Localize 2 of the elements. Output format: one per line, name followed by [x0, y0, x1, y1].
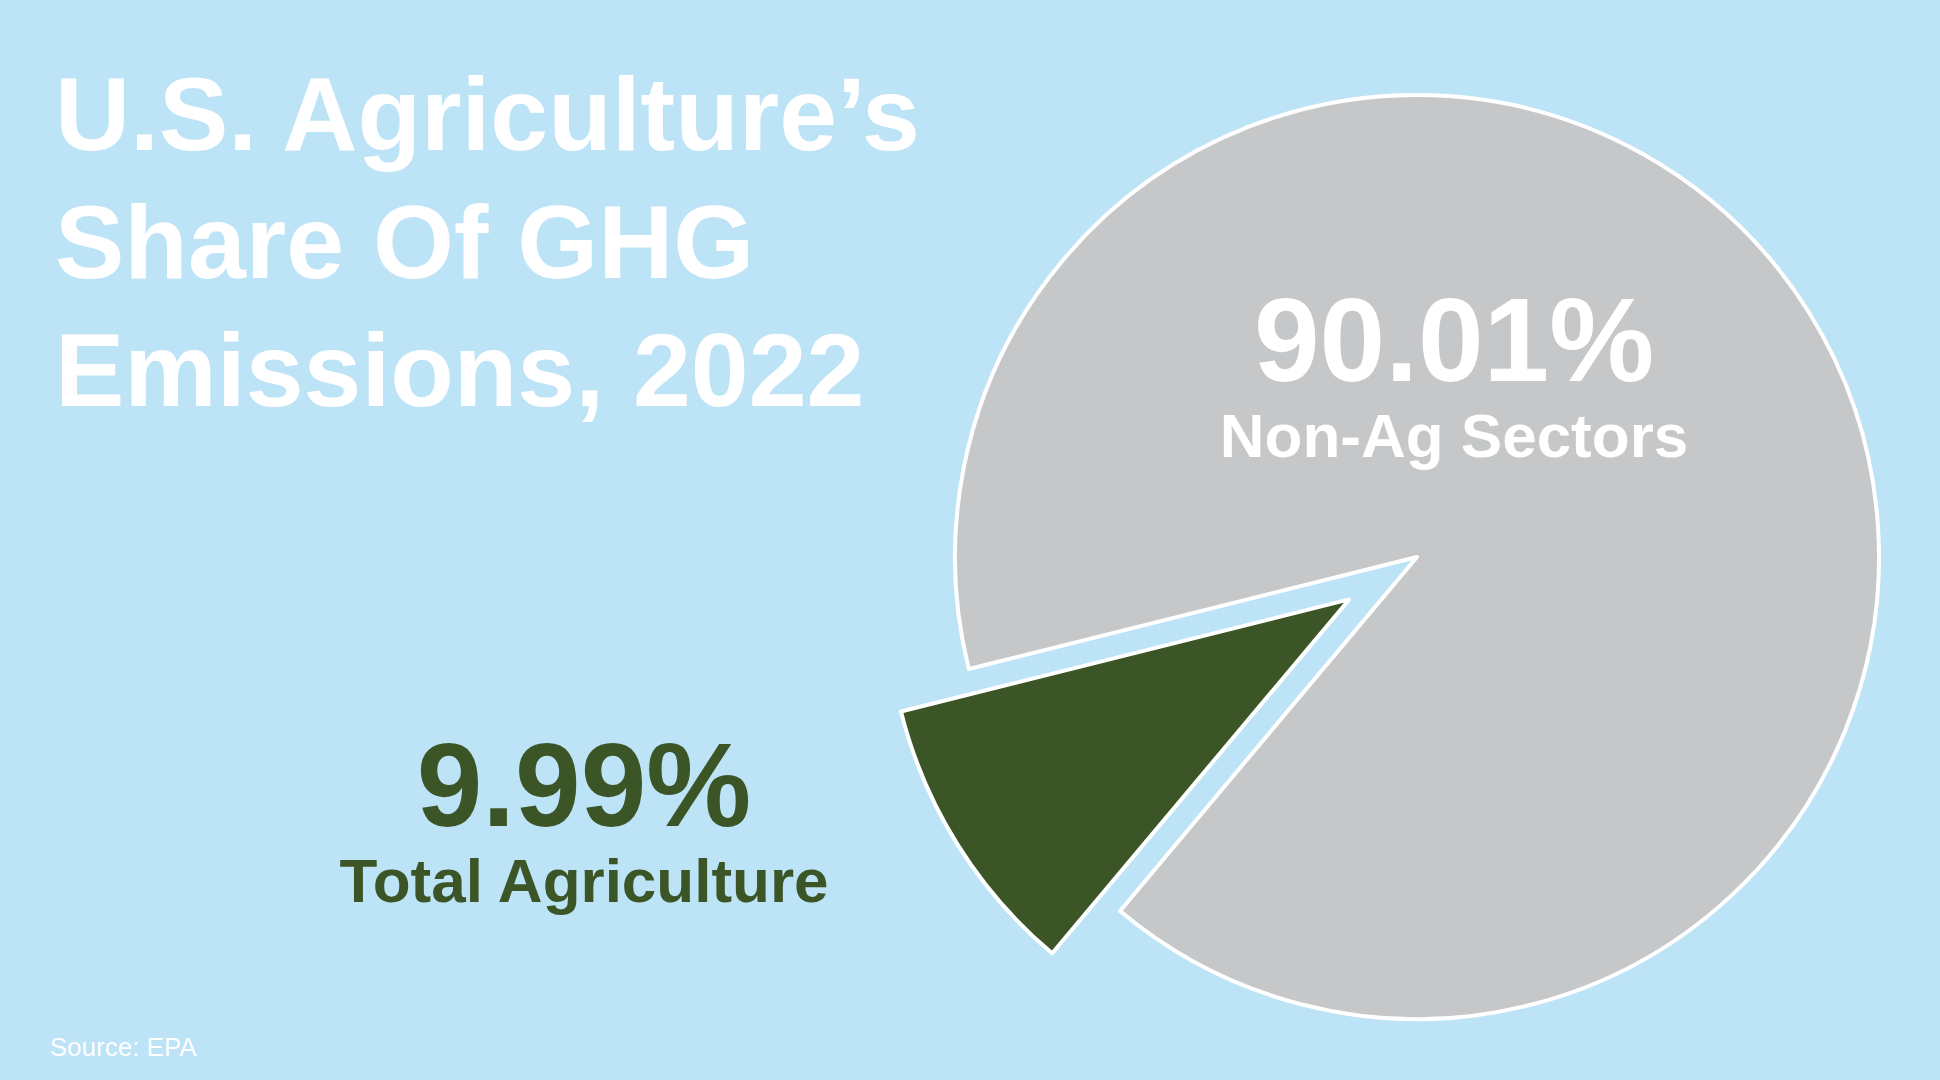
source-note: Source: EPA: [50, 1032, 198, 1062]
text: U.S. Agriculture’s Share Of GHG Emissions, 2022: [55, 56, 949, 428]
